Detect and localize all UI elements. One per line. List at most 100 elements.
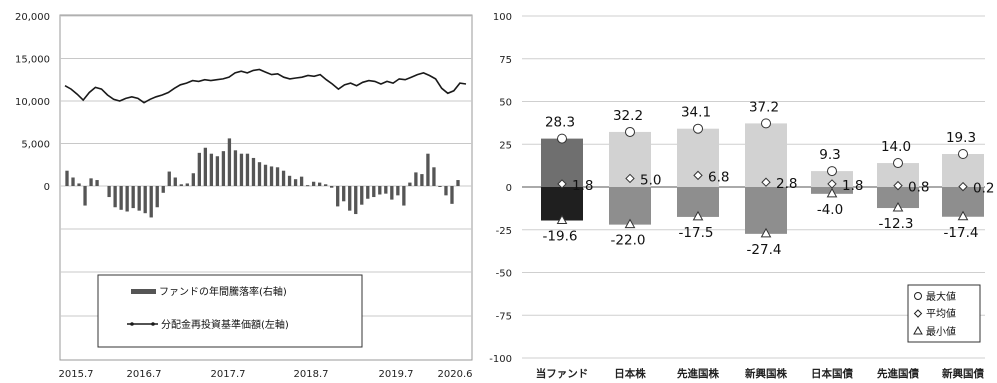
avg-value-label: 5.0 [640, 172, 661, 188]
range-bar-negative [609, 187, 651, 225]
left-y-tick-labels: 20,000 15,000 10,000 5,000 0 [15, 12, 50, 193]
fund-return-bar [324, 184, 328, 186]
category-label: 先進国債 [877, 367, 919, 380]
fund-return-bar [227, 138, 232, 186]
right-y-tick-label: -100 [489, 354, 512, 365]
fund-return-bar [233, 150, 238, 186]
left-x-tick-label: 2016.7 [127, 369, 162, 380]
max-marker [557, 133, 567, 144]
fund-return-bar [191, 173, 195, 186]
category-label: 日本株 [614, 367, 646, 380]
right-category-labels: 当ファンド 日本株 先進国株 新興国株 日本国債 先進国債 新興国債 [536, 367, 985, 380]
fund-return-bar [185, 183, 189, 186]
range-markers [556, 118, 969, 238]
right-y-tick-label: -25 [496, 226, 512, 237]
range-bar-positive [745, 123, 787, 187]
fund-return-bar [390, 186, 394, 200]
category-label: 先進国株 [677, 367, 719, 380]
left-legend-box [97, 274, 363, 348]
right-y-tick-label: -50 [496, 269, 512, 280]
fund-return-bar [131, 186, 135, 209]
range-bar-positive [541, 138, 583, 187]
fund-return-bar [426, 153, 430, 186]
fund-return-bar [305, 185, 310, 187]
legend-line-marker [151, 322, 155, 326]
range-bar-positive [942, 153, 984, 187]
min-marker [692, 210, 704, 221]
range-bar-negative [745, 187, 787, 234]
min-marker [826, 187, 838, 198]
fund-return-bar [245, 153, 250, 186]
right-y-tick-label: 0 [506, 183, 512, 194]
fund-return-bar [330, 186, 334, 188]
fund-return-bar [167, 171, 171, 186]
fund-return-bar [372, 186, 376, 198]
fund-return-bar [215, 156, 220, 186]
min-value-label: -4.0 [817, 202, 843, 218]
left-x-tick-labels: 2015.7 2016.7 2017.7 2018.7 2019.7 2020.6 [59, 369, 473, 380]
fund-return-bar [360, 186, 364, 205]
fund-return-bar [83, 186, 87, 206]
right-legend: 最大値 平均値 最小値 [907, 284, 981, 343]
left-x-tick-label: 2018.7 [294, 369, 329, 380]
fund-return-bar [348, 186, 352, 211]
fund-return-bar [311, 181, 316, 186]
legend-bar-swatch [131, 289, 156, 294]
min-marker [760, 227, 772, 238]
category-label: 新興国株 [745, 367, 787, 380]
min-value-label: -12.3 [879, 216, 914, 232]
avg-value-label: 0.2 [973, 181, 994, 197]
fund-return-bar [209, 153, 214, 186]
fund-return-bar [137, 186, 141, 211]
min-value-label: -17.4 [944, 225, 979, 241]
fund-return-bar [263, 164, 268, 186]
min-value-label: -27.4 [747, 242, 782, 258]
right-chart: 100 75 50 25 0 -25 -50 -75 -100 28.3 1.8 -19.6 32.2… [489, 12, 994, 380]
legend-avg-label: 平均値 [926, 307, 956, 320]
fund-return-bar [432, 167, 436, 186]
min-marker [624, 218, 636, 229]
fund-return-bar [402, 186, 406, 206]
fund-return-bar [65, 170, 69, 186]
fund-return-bar [420, 174, 424, 186]
fund-return-bar [342, 186, 346, 202]
category-label: 当ファンド [536, 367, 589, 380]
legend-min-label: 最小値 [926, 325, 956, 338]
legend-max-marker [914, 292, 922, 300]
fund-return-bar [396, 186, 400, 196]
avg-value-label: 6.8 [708, 169, 729, 185]
left-x-tick-label: 2020.6 [438, 369, 473, 380]
fund-return-bar [287, 175, 292, 186]
legend-min-marker [913, 325, 923, 335]
left-x-tick-label: 2019.7 [379, 369, 414, 380]
fund-return-bar [125, 186, 129, 212]
fund-return-bar [354, 186, 358, 215]
fund-return-bar [281, 170, 286, 186]
avg-value-label: 2.8 [776, 176, 797, 192]
fund-return-bar [257, 162, 262, 186]
left-x-tick-label: 2015.7 [59, 369, 94, 380]
avg-marker [557, 179, 567, 189]
min-marker [892, 202, 904, 212]
right-y-tick-label: 25 [499, 140, 512, 151]
max-marker [958, 148, 968, 159]
fund-return-bar [77, 183, 81, 186]
avg-value-label: 1.8 [842, 178, 863, 194]
right-y-tick-label: 100 [493, 12, 512, 23]
fund-return-bar [251, 157, 256, 186]
avg-marker [958, 181, 968, 192]
legend-max-label: 最大値 [926, 290, 956, 303]
max-value-label: 14.0 [881, 139, 911, 155]
left-x-tick-label: 2017.7 [211, 369, 246, 380]
fund-return-bar [173, 177, 177, 186]
max-value-label: 37.2 [749, 99, 779, 115]
avg-marker [625, 173, 635, 184]
category-label: 日本国債 [811, 367, 853, 380]
fund-return-bar [71, 177, 75, 186]
fund-return-bar [203, 147, 208, 186]
fund-return-bar [221, 151, 226, 186]
max-value-label: 34.1 [681, 105, 711, 121]
fund-return-bar [197, 152, 201, 186]
